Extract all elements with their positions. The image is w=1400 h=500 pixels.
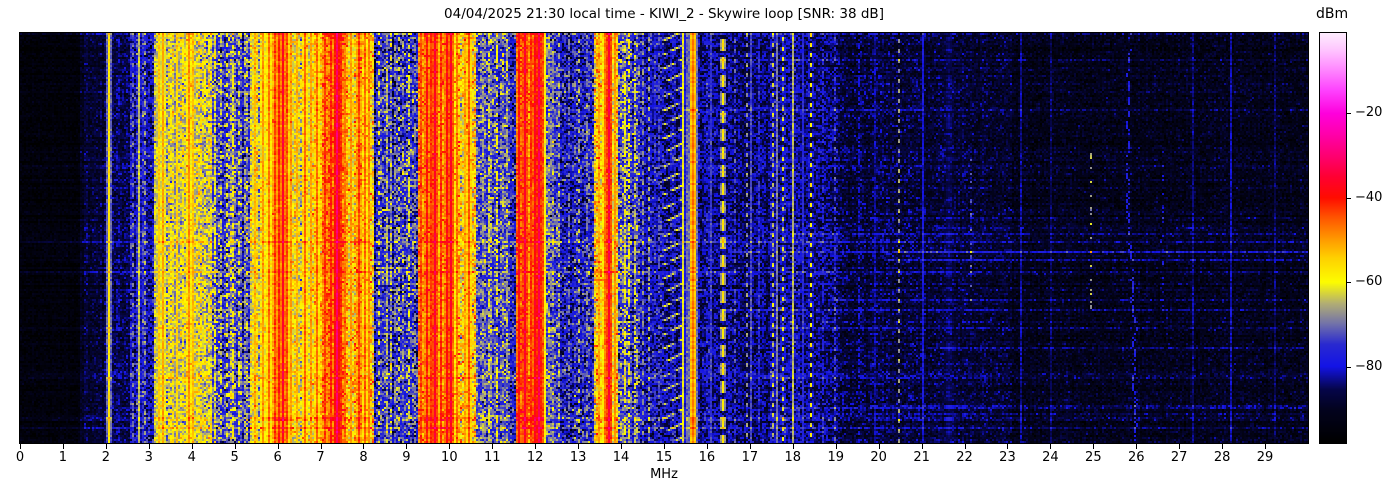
- x-tick: [191, 444, 193, 449]
- x-tick: [148, 444, 150, 449]
- colorbar-tick: [1347, 282, 1351, 284]
- x-tick: [621, 444, 623, 449]
- x-tick-label: 7: [316, 450, 325, 465]
- colorbar-unit-label: dBm: [1316, 6, 1349, 22]
- x-tick-label: 12: [526, 450, 544, 465]
- waterfall-plot-area: [19, 32, 1309, 444]
- x-tick-label: 13: [569, 450, 587, 465]
- colorbar-tick: [1347, 113, 1351, 115]
- x-tick-label: 6: [273, 450, 282, 465]
- x-tick: [1050, 444, 1052, 449]
- x-tick-label: 10: [441, 450, 458, 465]
- x-axis-label: MHz: [650, 467, 678, 482]
- x-tick-label: 11: [483, 450, 501, 465]
- x-tick-label: 23: [999, 450, 1016, 465]
- x-tick: [492, 444, 494, 449]
- x-tick-label: 20: [870, 450, 887, 465]
- x-tick-label: 24: [1042, 450, 1059, 465]
- x-tick: [1265, 444, 1267, 449]
- x-tick: [792, 444, 794, 449]
- x-tick-label: 1: [58, 450, 68, 465]
- x-tick: [535, 444, 537, 449]
- x-tick: [964, 444, 966, 449]
- colorbar-tick-label: −80: [1355, 358, 1383, 374]
- colorbar-tick: [1347, 366, 1351, 368]
- x-tick-label: 14: [612, 450, 630, 465]
- colorbar-tick: [1347, 197, 1351, 199]
- x-tick-label: 18: [784, 450, 802, 465]
- x-tick-label: 27: [1170, 450, 1188, 465]
- waterfall-canvas: [20, 33, 1308, 443]
- x-tick-label: 0: [15, 450, 25, 465]
- x-tick-label: 5: [230, 450, 239, 465]
- colorbar-tick-label: −60: [1355, 274, 1383, 290]
- x-tick: [749, 444, 751, 449]
- colorbar-tick-label: −20: [1355, 105, 1383, 121]
- x-tick-label: 29: [1256, 450, 1274, 465]
- x-tick-label: 17: [741, 450, 759, 465]
- colorbar-tick-label: −40: [1355, 189, 1383, 205]
- colorbar: [1319, 32, 1347, 444]
- x-tick-label: 3: [144, 450, 153, 465]
- x-tick-label: 9: [402, 450, 411, 465]
- x-tick: [62, 444, 64, 449]
- x-tick: [320, 444, 322, 449]
- colorbar-canvas: [1320, 33, 1346, 443]
- x-tick: [406, 444, 408, 449]
- x-tick-label: 2: [101, 450, 110, 465]
- x-tick-label: 25: [1085, 450, 1102, 465]
- x-tick-label: 28: [1213, 450, 1231, 465]
- x-tick-label: 4: [187, 450, 196, 465]
- x-tick: [234, 444, 236, 449]
- x-tick: [1222, 444, 1224, 449]
- x-tick: [363, 444, 365, 449]
- x-tick: [835, 444, 837, 449]
- x-tick-label: 22: [956, 450, 973, 465]
- x-tick-label: 15: [655, 450, 673, 465]
- plot-title: 04/04/2025 21:30 local time - KIWI_2 - S…: [444, 6, 884, 22]
- x-tick: [664, 444, 665, 449]
- x-tick: [20, 444, 21, 449]
- x-tick: [878, 444, 880, 449]
- x-tick-label: 19: [827, 450, 844, 465]
- x-tick-label: 16: [698, 450, 716, 465]
- x-tick-label: 21: [913, 450, 930, 465]
- x-tick: [1179, 444, 1181, 449]
- x-tick-label: 26: [1127, 450, 1145, 465]
- x-tick: [1093, 444, 1095, 449]
- x-tick: [1136, 444, 1138, 449]
- x-tick: [706, 444, 708, 449]
- x-tick: [449, 444, 451, 449]
- x-tick: [277, 444, 279, 449]
- x-tick-label: 8: [359, 450, 368, 465]
- x-tick: [921, 444, 923, 449]
- x-tick: [578, 444, 580, 449]
- x-tick: [105, 444, 107, 449]
- x-tick: [1007, 444, 1009, 449]
